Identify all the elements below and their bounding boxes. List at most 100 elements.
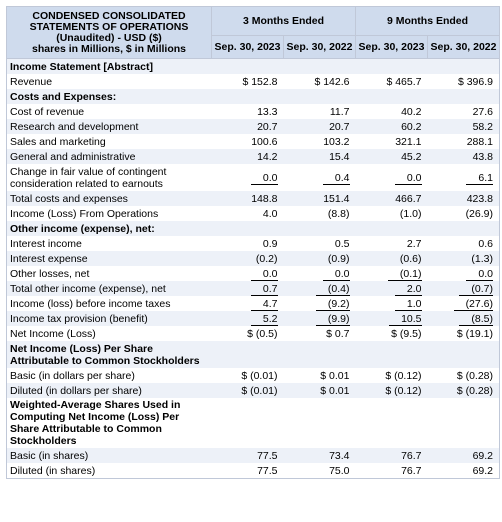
value-cell: 148.8 [211, 191, 284, 206]
row-label: Basic (in shares) [6, 448, 212, 463]
table-row: Change in fair value of contingent consi… [6, 164, 500, 191]
value-cell: (0.9) [283, 251, 356, 266]
table-row: Income (Loss) From Operations 4.0 (8.8) (1.… [6, 206, 500, 221]
value-cell: 60.2 [355, 119, 428, 134]
row-label: Interest income [6, 236, 212, 251]
value-cell [355, 89, 428, 104]
value-cell [283, 221, 356, 236]
value-cell [427, 89, 500, 104]
value-text: 2.0 [394, 282, 422, 296]
value-cell: $ 0.7 [283, 326, 356, 341]
row-label: Income (Loss) From Operations [6, 206, 212, 221]
financial-statement-table: CONDENSED CONSOLIDATED STATEMENTS OF OPE… [6, 6, 500, 479]
row-label: Research and development [6, 119, 212, 134]
table-row: Net Income (Loss) $ (0.5) $ 0.7 $ (9.5) $ (1… [6, 326, 500, 341]
value-cell: 5.2 [211, 311, 284, 326]
value-cell: 76.7 [355, 448, 428, 463]
table-row: Interest income 0.9 0.5 2.7 0.6 [6, 236, 500, 251]
value-cell: $ (0.12) [355, 383, 428, 398]
period-header: Sep. 30, 2023 [211, 34, 284, 60]
value-cell: (0.6) [355, 251, 428, 266]
value-cell: $ (0.28) [427, 368, 500, 383]
value-text: (0.1) [387, 267, 422, 281]
value-text: (9.9) [315, 312, 350, 326]
section-row: Other income (expense), net: [6, 221, 500, 236]
row-label: Income (loss) before income taxes [6, 296, 212, 311]
value-cell: 0.6 [427, 236, 500, 251]
row-label: Cost of revenue [6, 104, 212, 119]
table-row: Income (loss) before income taxes 4.7 (9.2… [6, 296, 500, 311]
row-label: Change in fair value of contingent consi… [6, 164, 212, 191]
value-cell: (1.3) [427, 251, 500, 266]
section-row: Income Statement [Abstract] [6, 58, 500, 74]
title-line: (Unaudited) - USD ($) [56, 31, 162, 44]
value-cell: $ 142.6 [283, 74, 356, 89]
group-header-9-months: 9 Months Ended [355, 6, 500, 36]
value-cell: 0.9 [211, 236, 284, 251]
value-cell: (9.9) [283, 311, 356, 326]
value-cell: 4.7 [211, 296, 284, 311]
table-row: Diluted (in shares) 77.5 75.0 76.7 69.2 [6, 463, 500, 479]
table-row: Diluted (in dollars per share) $ (0.01) $ … [6, 383, 500, 398]
value-cell: 45.2 [355, 149, 428, 164]
row-label: Other losses, net [6, 266, 212, 281]
statement-table: CONDENSED CONSOLIDATED STATEMENTS OF OPE… [6, 6, 500, 479]
row-label: Net Income (Loss) [6, 326, 212, 341]
row-label: Diluted (in dollars per share) [6, 383, 212, 398]
table-row: Total costs and expenses 148.8 151.4 466.7 4… [6, 191, 500, 206]
row-label: Diluted (in shares) [6, 463, 212, 479]
value-cell: $ 152.8 [211, 74, 284, 89]
value-cell: 75.0 [283, 463, 356, 479]
value-cell: 466.7 [355, 191, 428, 206]
value-cell: 4.0 [211, 206, 284, 221]
value-cell: 1.0 [355, 296, 428, 311]
row-label: Revenue [6, 74, 212, 89]
row-label: Income Statement [Abstract] [6, 58, 212, 74]
value-cell: $ (0.12) [355, 368, 428, 383]
table-row: Revenue $ 152.8 $ 142.6 $ 465.7 $ 396.9 [6, 74, 500, 89]
value-cell: 0.0 [355, 164, 428, 191]
title-line: CONDENSED CONSOLIDATED [32, 9, 186, 22]
value-text: (27.6) [453, 297, 493, 311]
value-cell: 0.7 [211, 281, 284, 296]
value-cell [355, 341, 428, 368]
value-cell: 15.4 [283, 149, 356, 164]
value-cell: 76.7 [355, 463, 428, 479]
value-cell: (0.4) [283, 281, 356, 296]
value-cell [283, 341, 356, 368]
title-line: shares in Millions, $ in Millions [31, 42, 187, 55]
table-body: Income Statement [Abstract] Revenue $ 152.… [6, 58, 500, 479]
value-text: (8.5) [459, 312, 493, 326]
section-row: Costs and Expenses: [6, 89, 500, 104]
value-cell [355, 58, 428, 74]
value-cell: 0.4 [283, 164, 356, 191]
value-cell: (8.8) [283, 206, 356, 221]
value-cell: 100.6 [211, 134, 284, 149]
value-cell [283, 89, 356, 104]
row-label: Total other income (expense), net [6, 281, 212, 296]
value-text: 5.2 [250, 312, 278, 326]
value-cell: 0.0 [427, 266, 500, 281]
period-header: Sep. 30, 2022 [283, 34, 356, 60]
table-row: Other losses, net 0.0 0.0 (0.1) 0.0 [6, 266, 500, 281]
table-row: Total other income (expense), net 0.7 (0.4… [6, 281, 500, 296]
row-label: Sales and marketing [6, 134, 212, 149]
value-cell: $ (19.1) [427, 326, 500, 341]
value-cell: 0.0 [211, 266, 284, 281]
value-cell: (8.5) [427, 311, 500, 326]
value-cell: (0.1) [355, 266, 428, 281]
value-cell: $ 0.01 [283, 383, 356, 398]
value-cell [355, 221, 428, 236]
value-cell: 77.5 [211, 448, 284, 463]
value-text: (0.4) [315, 282, 350, 296]
value-cell: (9.2) [283, 296, 356, 311]
value-text: 0.4 [322, 171, 350, 185]
value-cell [427, 221, 500, 236]
value-cell: $ 0.01 [283, 368, 356, 383]
value-cell: 0.0 [283, 266, 356, 281]
value-cell: 69.2 [427, 463, 500, 479]
value-cell: 40.2 [355, 104, 428, 119]
value-text: (0.7) [459, 282, 493, 296]
table-row: Cost of revenue 13.3 11.7 40.2 27.6 [6, 104, 500, 119]
value-cell: 103.2 [283, 134, 356, 149]
